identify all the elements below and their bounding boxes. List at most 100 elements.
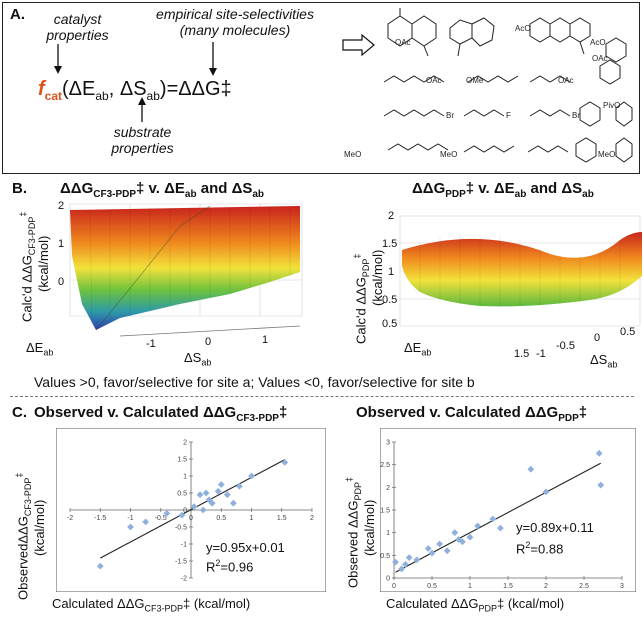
- panel-c-right-title: Observed v. Calculated ΔΔGPDP‡: [356, 404, 587, 424]
- catalyst-note-line1: catalyst: [53, 11, 102, 27]
- b-right-elabel-sub: ab: [421, 347, 432, 358]
- c-left-title-main: Observed v. Calculated ΔΔG: [34, 404, 237, 421]
- surface-a-ridge: [95, 205, 211, 331]
- c-right-xlabel-rest: ‡ (kcal/mol): [497, 596, 565, 611]
- scatter-cf3-pdp: -2 -1.5 -1 -0.5 0 0.5 1 1.5 221.510.50-0.5-1-1.5…: [56, 428, 326, 592]
- c-left-title-sub: CF3-PDP: [236, 413, 279, 424]
- pdp-x-tick-label: 3: [620, 583, 624, 590]
- cf3-pdp-x-tick-label: -0.5: [155, 515, 167, 522]
- b-right-elabel-main: ΔE: [404, 340, 422, 355]
- c-right-xlabel-sub: PDP: [478, 603, 498, 614]
- b-right-xlabel: ΔSab: [590, 352, 617, 370]
- cf3-pdp-y-tick-label: -2: [181, 576, 187, 583]
- c-right-equation: y=0.89x+0.11: [516, 520, 594, 535]
- cf3-pdp-y-tick-label: -1.5: [175, 559, 187, 566]
- b-right-ylabel-main: Calc'd ΔΔG: [353, 277, 369, 344]
- c-right-ylabel-sup: ‡: [344, 477, 354, 483]
- pdp-point: [424, 545, 432, 552]
- cf3-pdp-x-tick-label: 0: [189, 515, 193, 522]
- pdp-x-tick-label: 0: [392, 583, 396, 590]
- cf3-pdp-y-tick-label: 1: [183, 474, 187, 481]
- pdp-point: [451, 529, 459, 537]
- pdp-y-tick-label: 2: [386, 485, 390, 492]
- equation-open: (ΔE: [62, 78, 96, 100]
- pdp-x-tick-label: 1.5: [503, 583, 513, 590]
- c-right-xlabel-main: Calculated ΔΔG: [386, 596, 479, 611]
- scatter-cf3-pdp-plot: -2 -1.5 -1 -0.5 0 0.5 1 1.5 221.510.50-0.5-1-1.5…: [67, 440, 314, 583]
- c-left-ylabel-sup: ‡: [14, 472, 24, 478]
- c-left-xlabel-sub: CF3-PDP: [144, 603, 184, 614]
- c-right-r2-main: R: [516, 541, 526, 557]
- empirical-note: empirical site-selectivities (many molec…: [130, 6, 340, 38]
- c-right-ylabel-main: Observed ΔΔG: [345, 500, 361, 588]
- panel-a-label: A.: [10, 6, 25, 23]
- c-right-ylabel: Observed ΔΔGPDP‡: [344, 477, 363, 588]
- cf3-pdp-point: [214, 487, 222, 495]
- b-right-ztick-0: 2: [388, 210, 395, 222]
- b-right-stick-1: -0.5: [556, 340, 575, 352]
- b-left-ylabel-main: Calc'd ΔΔG: [19, 255, 35, 322]
- b-left-ztick-2: 0: [58, 276, 65, 288]
- cf3-pdp-y-tick-label: 0: [183, 508, 187, 515]
- c-left-xlabel: Calculated ΔΔGCF3-PDP‡ (kcal/mol): [52, 596, 250, 614]
- b-right-xlabel-sub: ab: [607, 359, 618, 370]
- pdp-point: [413, 556, 421, 564]
- pdp-point: [597, 481, 605, 489]
- b-left-title-rest: ‡ v. ΔE: [136, 180, 185, 197]
- b-right-elabel: ΔEab: [404, 340, 431, 358]
- panel-b-left-title: ΔΔGCF3-PDP‡ v. ΔEab and ΔSab: [60, 180, 264, 200]
- cf3-pdp-x-tick-label: -1: [127, 515, 133, 522]
- pdp-point: [497, 524, 504, 532]
- b-left-ztick-0: 2: [58, 200, 65, 212]
- cf3-pdp-point: [199, 506, 207, 514]
- mol-label-2: AcO: [515, 24, 531, 33]
- b-left-ztick-1: 1: [58, 238, 65, 250]
- b-right-title-sub2: ab: [514, 189, 527, 200]
- equation-comma: , ΔS: [108, 78, 147, 100]
- empirical-note-line2: (many molecules): [179, 22, 291, 38]
- b-right-title-sub3: ab: [582, 189, 594, 200]
- b-right-ylabel: Calc'd ΔΔGPDP‡: [352, 254, 371, 344]
- b-left-xtick-2: 1: [262, 334, 269, 346]
- pdp-point: [392, 558, 399, 566]
- scatter-pdp-plot: 0 0.5 1 1.5 2 2.5 3 0 0.5 1 1.5 2 2.5 3: [380, 440, 624, 591]
- equation-end: )=ΔΔG‡: [159, 78, 232, 100]
- mol-label-14: MeO: [598, 150, 616, 159]
- mol-label-5: OMe: [466, 76, 484, 85]
- c-left-r2: R2=0.96: [206, 558, 253, 574]
- pdp-y-tick-label: 1.5: [380, 508, 390, 515]
- b-left-xlabel-main: ΔS: [184, 350, 202, 365]
- b-right-title-rest: ‡ v. ΔE: [465, 180, 515, 197]
- mol-label-6: OAc: [558, 76, 574, 85]
- molecule-structures: [383, 8, 633, 163]
- pdp-point: [402, 561, 409, 568]
- b-left-ylabel-units: (kcal/mol): [36, 235, 51, 292]
- c-right-r2-sup: 2: [525, 540, 531, 550]
- surface-b: [402, 232, 642, 307]
- pdp-point: [455, 536, 462, 543]
- selectivity-note: Values >0, favor/selective for site a; V…: [34, 374, 475, 390]
- pdp-y-tick-label: 1: [386, 530, 390, 537]
- cf3-pdp-point: [96, 562, 104, 570]
- equation-ab1: ab: [95, 89, 109, 103]
- c-left-title-sup: ‡: [278, 404, 288, 421]
- divider: [10, 396, 634, 397]
- b-left-title-sub2: ab: [184, 189, 197, 200]
- mol-label-12: MeO: [344, 150, 362, 159]
- panel-a: [2, 2, 640, 174]
- c-right-r2-val: =0.88: [530, 541, 564, 557]
- pdp-x-tick-label: 2.5: [579, 583, 589, 590]
- pdp-y-tick-label: 0.5: [380, 553, 390, 560]
- b-left-ylabel-sup: ‡: [18, 211, 28, 217]
- panel-c-left-title: Observed v. Calculated ΔΔGCF3-PDP‡: [34, 404, 287, 424]
- b-right-ztick-3: 0.5: [382, 294, 398, 306]
- panel-b-right-title: ΔΔGPDP‡ v. ΔEab and ΔSab: [412, 180, 594, 200]
- c-right-r2: R2=0.88: [516, 540, 563, 556]
- pdp-point: [405, 554, 413, 561]
- b-right-ztick-2: 1: [388, 266, 395, 278]
- pdp-y-tick-label: 2.5: [380, 462, 390, 469]
- equation-cat: cat: [44, 89, 63, 103]
- cf3-pdp-x-tick-label: 0.5: [216, 515, 226, 522]
- b-left-elabel-sub: ab: [43, 347, 54, 358]
- c-right-title-sup: ‡: [578, 404, 588, 421]
